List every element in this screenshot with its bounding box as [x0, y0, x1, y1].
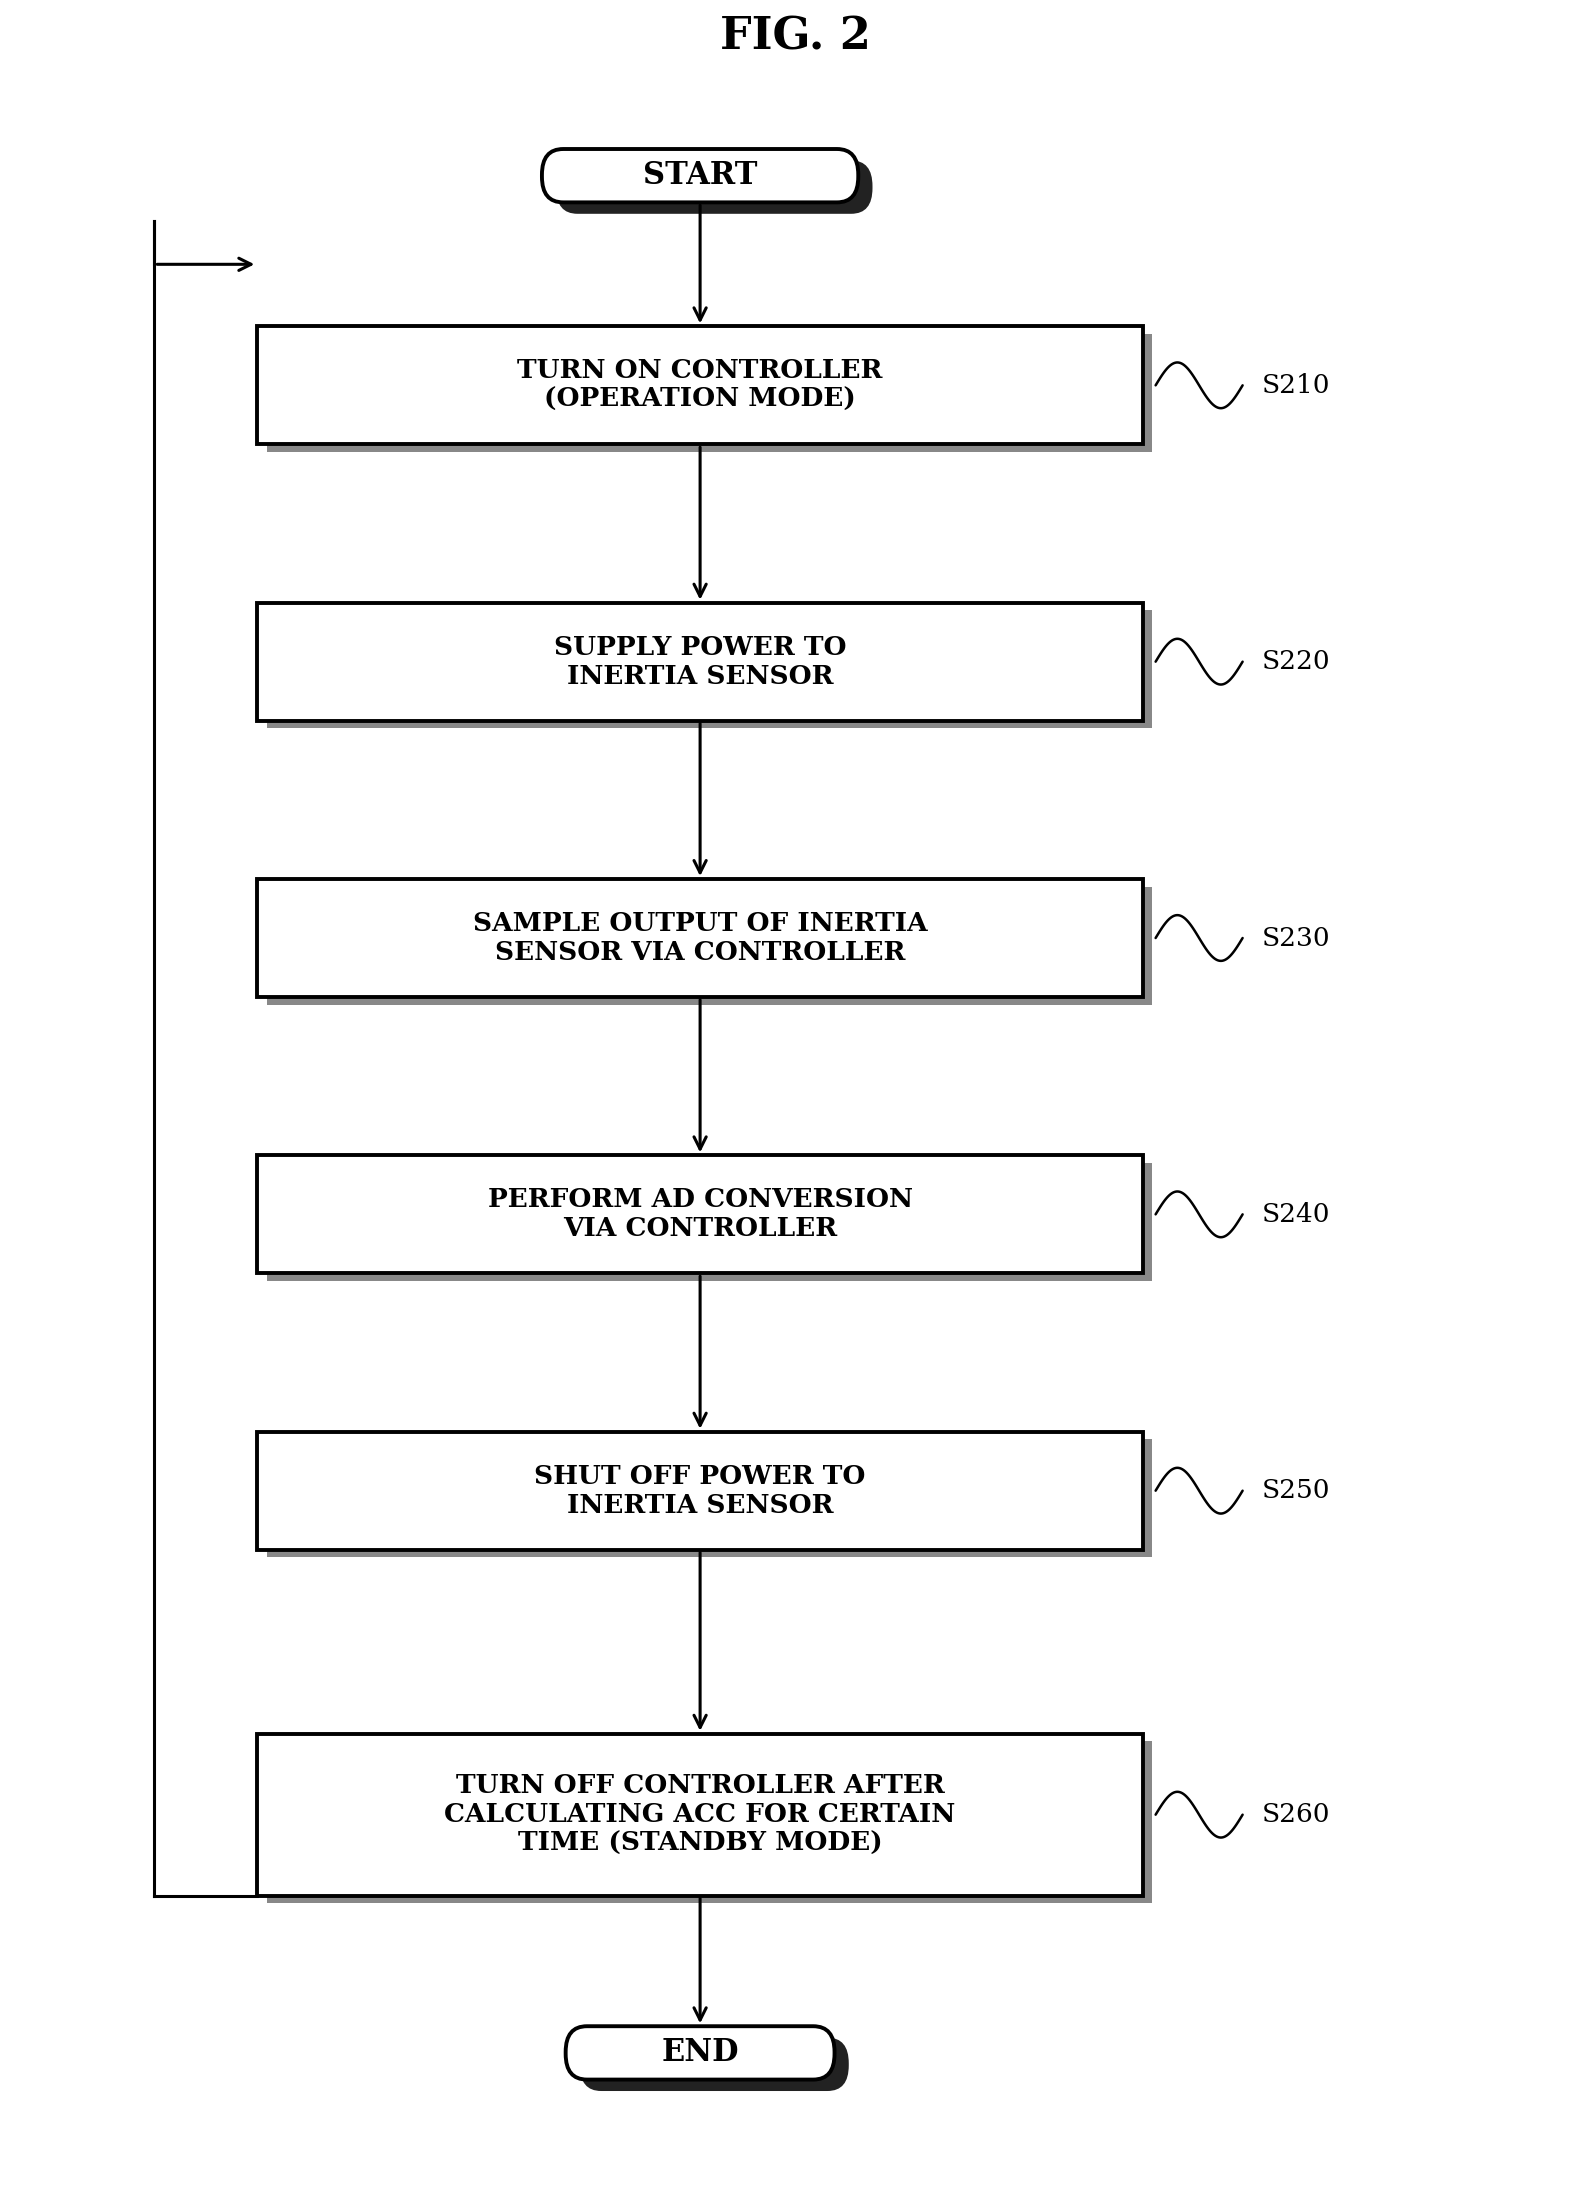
FancyBboxPatch shape [267, 334, 1153, 451]
Text: S230: S230 [1261, 926, 1331, 950]
FancyBboxPatch shape [267, 1742, 1153, 1903]
Text: SUPPLY POWER TO
INERTIA SENSOR: SUPPLY POWER TO INERTIA SENSOR [553, 634, 846, 689]
Text: S260: S260 [1261, 1802, 1331, 1828]
FancyBboxPatch shape [258, 603, 1143, 722]
FancyBboxPatch shape [542, 150, 859, 202]
FancyBboxPatch shape [258, 1734, 1143, 1896]
Text: START: START [642, 161, 757, 191]
FancyBboxPatch shape [556, 161, 873, 213]
Text: S250: S250 [1261, 1478, 1331, 1503]
FancyBboxPatch shape [258, 326, 1143, 444]
Text: S210: S210 [1261, 372, 1331, 398]
FancyBboxPatch shape [267, 609, 1153, 728]
FancyBboxPatch shape [267, 1164, 1153, 1280]
Text: FIG. 2: FIG. 2 [720, 15, 870, 59]
FancyBboxPatch shape [267, 1439, 1153, 1558]
Text: TURN OFF CONTROLLER AFTER
CALCULATING ACC FOR CERTAIN
TIME (STANDBY MODE): TURN OFF CONTROLLER AFTER CALCULATING AC… [445, 1773, 956, 1857]
Text: S240: S240 [1261, 1201, 1331, 1228]
FancyBboxPatch shape [258, 1155, 1143, 1274]
FancyBboxPatch shape [566, 2026, 835, 2079]
Text: SAMPLE OUTPUT OF INERTIA
SENSOR VIA CONTROLLER: SAMPLE OUTPUT OF INERTIA SENSOR VIA CONT… [472, 911, 927, 966]
FancyBboxPatch shape [580, 2037, 849, 2090]
Text: END: END [661, 2037, 739, 2068]
FancyBboxPatch shape [258, 880, 1143, 997]
Text: TURN ON CONTROLLER
(OPERATION MODE): TURN ON CONTROLLER (OPERATION MODE) [517, 359, 882, 411]
Text: S220: S220 [1261, 649, 1331, 673]
FancyBboxPatch shape [267, 887, 1153, 1005]
Text: SHUT OFF POWER TO
INERTIA SENSOR: SHUT OFF POWER TO INERTIA SENSOR [534, 1463, 867, 1518]
FancyBboxPatch shape [258, 1432, 1143, 1549]
Text: PERFORM AD CONVERSION
VIA CONTROLLER: PERFORM AD CONVERSION VIA CONTROLLER [488, 1188, 913, 1241]
